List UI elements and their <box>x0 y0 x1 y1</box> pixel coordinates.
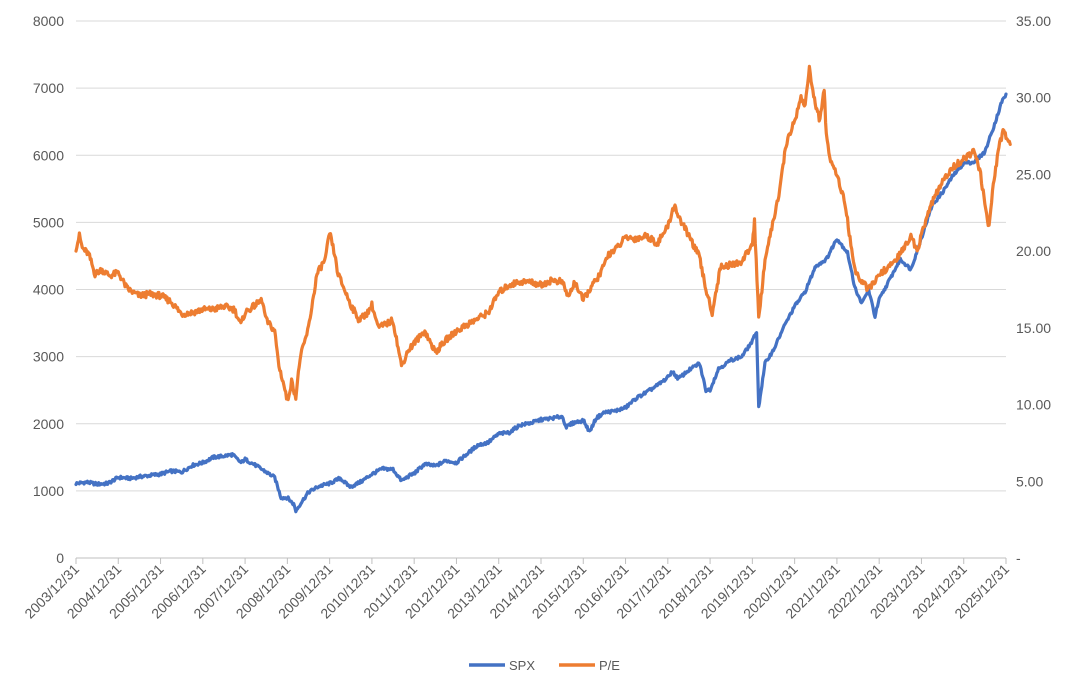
left-axis-tick-labels: 0 1000 2000 3000 4000 5000 6000 7000 8000 <box>33 13 64 566</box>
left-tick-label: 0 <box>56 550 64 566</box>
legend: SPX P/E <box>469 658 620 673</box>
left-tick-label: 3000 <box>33 349 64 365</box>
right-axis-tick-labels: - 5.00 10.00 15.00 20.00 25.00 30.00 35.00 <box>1016 13 1051 566</box>
gridlines <box>76 20 1006 492</box>
right-tick-label: 30.00 <box>1016 90 1051 106</box>
x-axis-tick-labels: 2003/12/312004/12/312005/12/312006/12/31… <box>21 558 1012 622</box>
left-tick-label: 6000 <box>33 147 64 163</box>
series-line-pe <box>74 64 1012 402</box>
right-tick-label: 20.00 <box>1016 243 1051 259</box>
legend-label-pe: P/E <box>599 658 620 673</box>
right-tick-label: 15.00 <box>1016 320 1051 336</box>
series-line-spx <box>74 92 1008 514</box>
right-tick-label: 35.00 <box>1016 13 1051 29</box>
left-tick-label: 1000 <box>33 483 64 499</box>
right-tick-label: 10.00 <box>1016 397 1051 413</box>
left-tick-label: 5000 <box>33 214 64 230</box>
left-tick-label: 7000 <box>33 80 64 96</box>
right-tick-label: 5.00 <box>1016 473 1043 489</box>
legend-label-spx: SPX <box>509 658 535 673</box>
right-tick-label: 25.00 <box>1016 166 1051 182</box>
left-tick-label: 2000 <box>33 416 64 432</box>
right-tick-label: - <box>1016 550 1021 566</box>
left-tick-label: 8000 <box>33 13 64 29</box>
series-layer <box>74 64 1012 514</box>
left-tick-label: 4000 <box>33 282 64 298</box>
